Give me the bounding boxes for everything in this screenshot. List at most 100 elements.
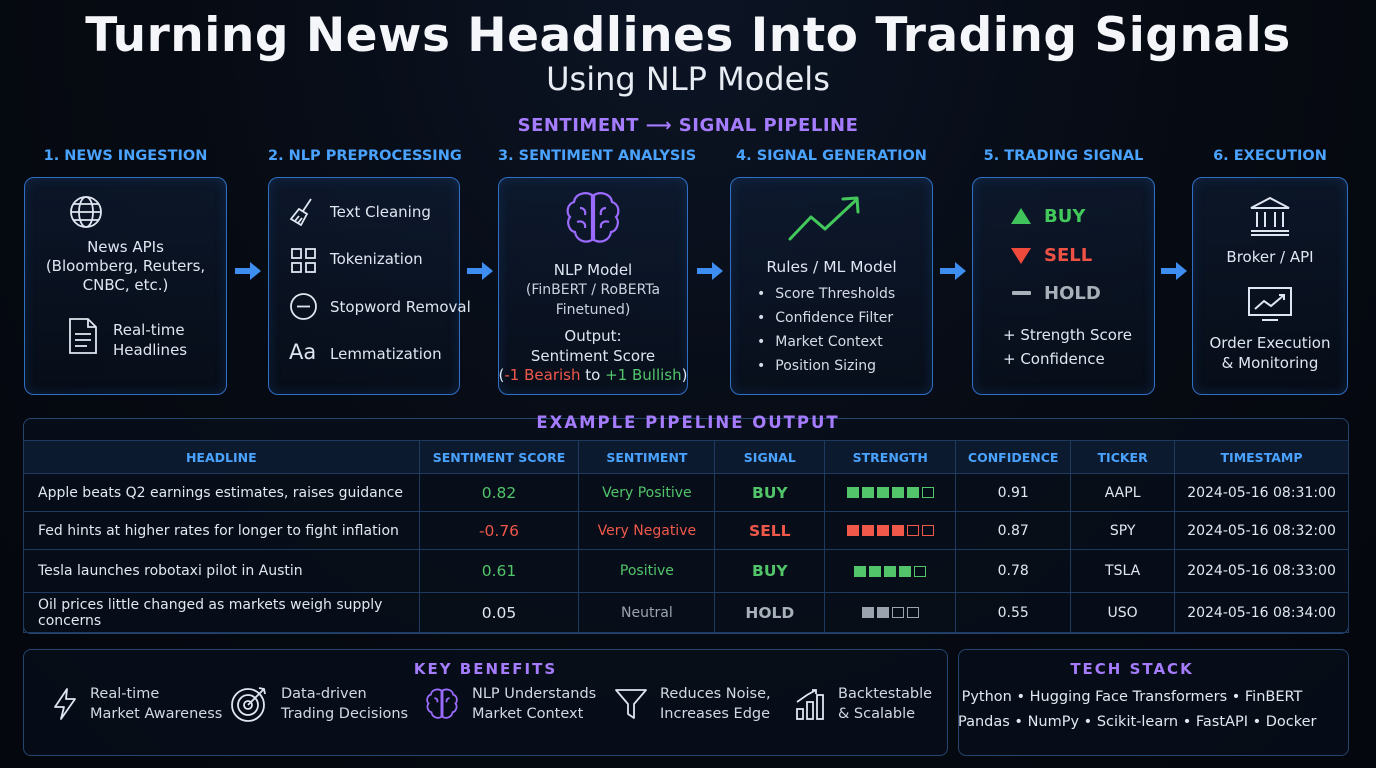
arrow-right-icon	[940, 262, 966, 280]
cell-confidence: 0.87	[955, 511, 1072, 550]
tech-stack-title: TECH STACK	[1070, 660, 1194, 678]
strength-bar-empty	[921, 487, 934, 498]
card-nlp-preprocessing	[268, 177, 460, 395]
monitor-chart-icon	[1248, 287, 1292, 321]
cell-signal: BUY	[714, 473, 826, 512]
tokenization-label: Tokenization	[330, 250, 423, 268]
table-row: Tesla launches robotaxi pilot in Austin …	[23, 549, 1349, 593]
strength-bar-filled	[869, 565, 882, 577]
minus-circle-icon	[290, 293, 317, 320]
benefit-label-3b: Market Context	[472, 706, 584, 722]
realtime-label: Real-time	[113, 321, 185, 339]
cell-timestamp: 2024-05-16 08:33:00	[1174, 549, 1349, 593]
bar-chart-icon	[796, 689, 824, 720]
cell-signal: SELL	[714, 511, 826, 550]
triangle-up-icon	[1011, 208, 1031, 224]
bullet-score-thresholds: Score Thresholds	[757, 286, 895, 310]
output-label: Output:	[564, 327, 622, 345]
cell-score: -0.76	[418, 511, 580, 550]
benefit-label-1a: Real-time	[90, 686, 160, 702]
strength-bar-filled	[861, 607, 874, 618]
rules-ml-heading: Rules / ML Model	[766, 258, 897, 276]
strength-bar-empty	[891, 607, 904, 618]
sentiment-score-label: Sentiment Score	[530, 346, 656, 365]
benefit-label-5a: Backtestable	[838, 686, 933, 702]
table-title: EXAMPLE PIPELINE OUTPUT	[536, 413, 840, 432]
table-row: Fed hints at higher rates for longer to …	[23, 511, 1349, 550]
cell-score: 0.05	[418, 592, 580, 633]
strength-bars	[854, 565, 927, 577]
range-to: to	[580, 366, 606, 384]
strength-bar-filled	[876, 525, 889, 536]
pipeline-output-table: HEADLINE SENTIMENT SCORE SENTIMENT SIGNA…	[23, 440, 1349, 633]
step-title-execution: 6. EXECUTION	[1213, 148, 1327, 164]
strength-bar-filled	[854, 565, 867, 577]
col-signal: SIGNAL	[714, 440, 826, 474]
strength-bar-filled	[876, 607, 889, 618]
col-headline: HEADLINE	[23, 440, 420, 474]
cell-sentiment: Neutral	[578, 592, 716, 633]
step-title-ingestion: 1. NEWS INGESTION	[43, 148, 208, 164]
hold-label: HOLD	[1044, 283, 1101, 304]
cell-timestamp: 2024-05-16 08:32:00	[1174, 511, 1349, 550]
nlp-model-label: NLP Model	[553, 261, 633, 279]
key-benefits-title: KEY BENEFITS	[413, 660, 558, 678]
cell-strength	[824, 592, 957, 633]
triangle-down-icon	[1011, 248, 1031, 264]
cell-ticker: USO	[1070, 592, 1176, 633]
step-title-trading-signal: 5. TRADING SIGNAL	[983, 148, 1144, 164]
step-title-signal-gen: 4. SIGNAL GENERATION	[736, 148, 927, 164]
strength-bar-filled	[861, 487, 874, 498]
cell-ticker: AAPL	[1070, 473, 1176, 512]
lightning-icon	[54, 688, 76, 720]
bullet-market-context: Market Context	[757, 334, 895, 358]
col-confidence: CONFIDENCE	[955, 440, 1072, 474]
benefit-label-2b: Trading Decisions	[281, 706, 409, 722]
filter-icon	[615, 689, 647, 719]
arrow-right-icon	[467, 262, 493, 280]
strength-score-label: + Strength Score	[1003, 326, 1133, 344]
tech-stack-line-2: Pandas • NumPy • Scikit-learn • FastAPI …	[958, 714, 1317, 730]
cell-strength	[824, 473, 957, 512]
stopword-label: Stopword Removal	[330, 298, 471, 316]
table-row: Oil prices little changed as markets wei…	[23, 592, 1349, 633]
step-title-preprocessing: 2. NLP PREPROCESSING	[268, 148, 462, 164]
order-execution-label: Order Execution	[1209, 334, 1331, 352]
tech-stack-line-1: Python • Hugging Face Transformers • Fin…	[961, 689, 1303, 705]
benefit-label-1b: Market Awareness	[90, 706, 223, 722]
broom-icon	[289, 198, 312, 227]
arrow-right-icon	[697, 262, 723, 280]
hold-dash-icon	[1012, 291, 1031, 295]
range-open: (	[498, 366, 505, 384]
strength-bar-filled	[884, 565, 897, 577]
strength-bars	[861, 607, 919, 618]
benefit-label-2a: Data-driven	[281, 686, 367, 702]
cell-strength	[824, 549, 957, 593]
lemmatization-label: Lemmatization	[330, 345, 442, 363]
bank-icon	[1250, 196, 1290, 236]
strength-bar-empty	[906, 607, 919, 618]
benefit-label-4b: Increases Edge	[660, 706, 771, 722]
strength-bar-empty	[906, 525, 919, 536]
benefit-item: Real-time Market Awareness	[52, 684, 222, 724]
news-apis-sources-2: CNBC, etc.)	[82, 276, 169, 294]
cell-ticker: TSLA	[1070, 549, 1176, 593]
cell-score: 0.61	[418, 549, 580, 593]
cell-confidence: 0.78	[955, 549, 1072, 593]
news-apis-label: News APIs	[87, 238, 164, 256]
cell-signal: BUY	[714, 549, 826, 593]
buy-label: BUY	[1044, 206, 1086, 227]
strength-bar-filled	[846, 525, 859, 536]
col-ticker: TICKER	[1070, 440, 1176, 474]
strength-bar-empty	[921, 525, 934, 536]
page-subtitle: Using NLP Models	[546, 60, 830, 98]
strength-bar-filled	[891, 525, 904, 536]
range-bullish: +1 Bullish	[605, 366, 682, 384]
key-benefits-panel	[23, 649, 948, 756]
text-cleaning-label: Text Cleaning	[330, 203, 431, 221]
score-range: (-1 Bearish to +1 Bullish)	[498, 366, 688, 386]
strength-bar-empty	[914, 565, 927, 577]
bullet-confidence-filter: Confidence Filter	[757, 310, 895, 334]
cell-headline: Fed hints at higher rates for longer to …	[23, 511, 420, 550]
document-icon	[69, 318, 97, 354]
